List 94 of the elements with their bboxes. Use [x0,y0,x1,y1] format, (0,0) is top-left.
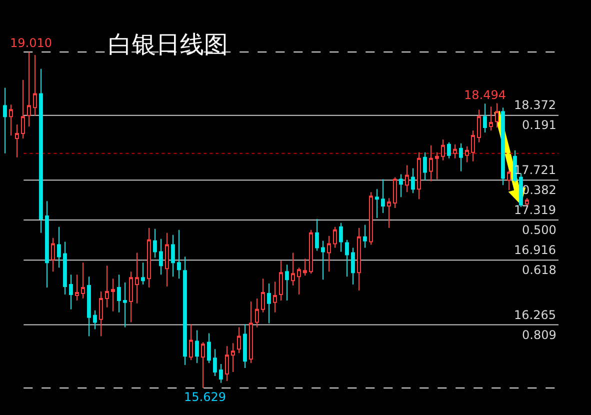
candlestick [477,109,481,143]
candlestick [69,274,73,310]
candlestick [3,87,7,154]
candlestick [321,240,325,280]
candlestick [267,283,271,324]
candlestick [123,282,127,328]
candlestick [81,262,85,299]
candlestick [39,68,43,234]
candlestick [213,348,217,376]
candlestick [363,224,367,248]
candlestick [243,324,247,369]
candlestick [369,192,373,246]
candlestick [285,264,289,301]
candlestick [441,138,445,161]
candlestick [111,278,115,312]
ref-line-label: 16.265 0.809 [514,308,556,342]
candlestick [105,265,109,308]
candlestick [57,226,61,268]
candlestick [51,237,55,272]
candlestick [501,107,505,186]
candlestick [333,226,337,248]
candlestick [201,342,205,388]
candlestick [399,174,403,198]
candlestick [351,247,355,286]
candlestick [225,346,229,382]
candlestick [165,232,169,288]
candlestick [435,152,439,180]
candlestick [357,227,361,292]
ref-line-label: 18.372 0.191 [514,98,556,132]
candlestick [309,229,313,274]
candlestick [411,168,415,194]
candlestick [417,152,421,200]
candlestick [15,124,19,158]
candlestick [405,164,409,193]
candlestick [219,364,223,384]
candlestick [21,79,25,139]
candlestick [171,234,175,278]
candlestick [423,152,427,181]
text: 15.629 [184,390,226,404]
candlestick [237,326,241,354]
candlestick [153,228,157,258]
candlestick [459,142,463,172]
candlestick [27,52,31,128]
candlestick [141,262,145,286]
candlestick [465,146,469,163]
candlestick [33,54,37,116]
candlestick [483,103,487,133]
candlestick [9,104,13,136]
ref-line-label: 17.319 0.500 [514,203,556,237]
text: 19.010 [10,36,52,50]
candlestick [375,188,379,218]
candlestick [63,241,67,295]
candlestick [393,176,397,209]
candlestick [279,260,283,301]
candlestick [147,227,151,288]
candlestick [429,144,433,182]
candlestick [159,238,163,276]
candlestick [447,142,451,159]
candlestick [291,252,295,286]
candlestick [303,258,307,276]
candlestick [231,342,235,372]
candlestick [489,106,493,132]
candlestick [297,267,301,295]
candlestick [117,274,121,313]
candlestick [453,144,457,159]
candlestick [507,170,511,191]
candlestick [129,271,133,323]
candlestick [255,298,259,328]
candlestick [315,218,319,252]
candlestick [45,200,49,288]
candlestick [495,102,499,128]
candlestick [339,222,343,252]
candlestick [381,178,385,214]
candlestick [345,239,349,278]
candlestick [471,130,475,162]
candlestick [327,235,331,272]
candlestick [93,310,97,330]
ref-line-label: 16.916 0.618 [514,243,556,277]
candlestick [87,276,91,337]
candlestick [75,274,79,301]
candlestick [525,198,529,207]
annotation: 18.494 [464,88,506,102]
candlestick [135,252,139,304]
candlestick [177,229,181,280]
candlestick [261,278,265,313]
candlestick [183,256,187,366]
candlestick [387,198,391,228]
candlestick [207,332,211,364]
candlestick [195,330,199,364]
candlestick [189,324,193,361]
chart-title: 白银日线图 [108,30,228,58]
candlestick [273,281,277,313]
candlestick [99,291,103,337]
candlestick [249,300,253,364]
